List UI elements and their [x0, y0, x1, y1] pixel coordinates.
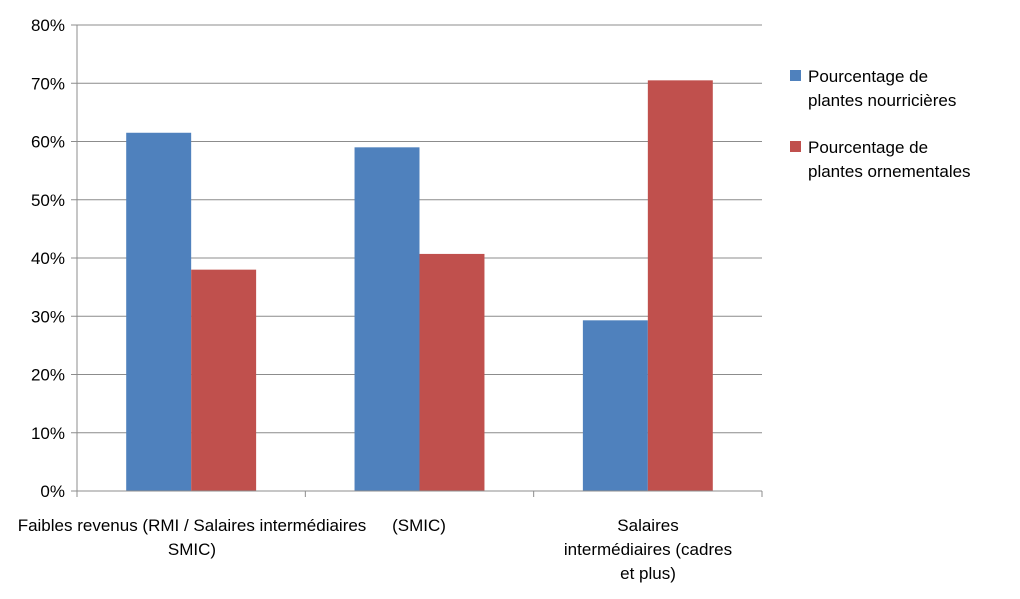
x-category-labels: Faibles revenus (RMI / Salaires interméd…: [18, 516, 732, 583]
x-category-label: (SMIC): [392, 516, 446, 535]
y-tick-label: 60%: [31, 133, 65, 152]
axes: [71, 24, 763, 497]
y-tick-label: 70%: [31, 74, 65, 93]
y-tick-labels: 0% 10% 20% 30% 40% 50% 60% 70% 80%: [31, 16, 65, 501]
y-tick-label: 0%: [40, 482, 65, 501]
bar-nourricieres: [582, 320, 648, 491]
y-tick-label: 40%: [31, 249, 65, 268]
y-tick-label: 80%: [31, 16, 65, 35]
bar-ornementales: [419, 253, 485, 491]
y-tick-label: 50%: [31, 191, 65, 210]
bar-nourricieres: [354, 147, 420, 491]
y-tick-label: 30%: [31, 307, 65, 326]
legend-label: Pourcentage de plantes nourricières: [808, 67, 956, 110]
legend-swatch: [790, 141, 801, 152]
bars: [126, 80, 713, 492]
legend-swatch: [790, 70, 801, 81]
x-category-label: Faibles revenus (RMI / Salaires interméd…: [18, 516, 367, 559]
y-tick-label: 10%: [31, 424, 65, 443]
x-category-label: Salaires intermédiaires (cadres et plus): [564, 516, 732, 583]
legend: Pourcentage de plantes nourricières Pource…: [790, 67, 971, 181]
bar-ornementales: [191, 269, 257, 491]
bar-nourricieres: [126, 132, 192, 491]
y-tick-label: 20%: [31, 366, 65, 385]
legend-label: Pourcentage de plantes ornementales: [808, 138, 971, 181]
bar-ornementales: [647, 80, 713, 492]
